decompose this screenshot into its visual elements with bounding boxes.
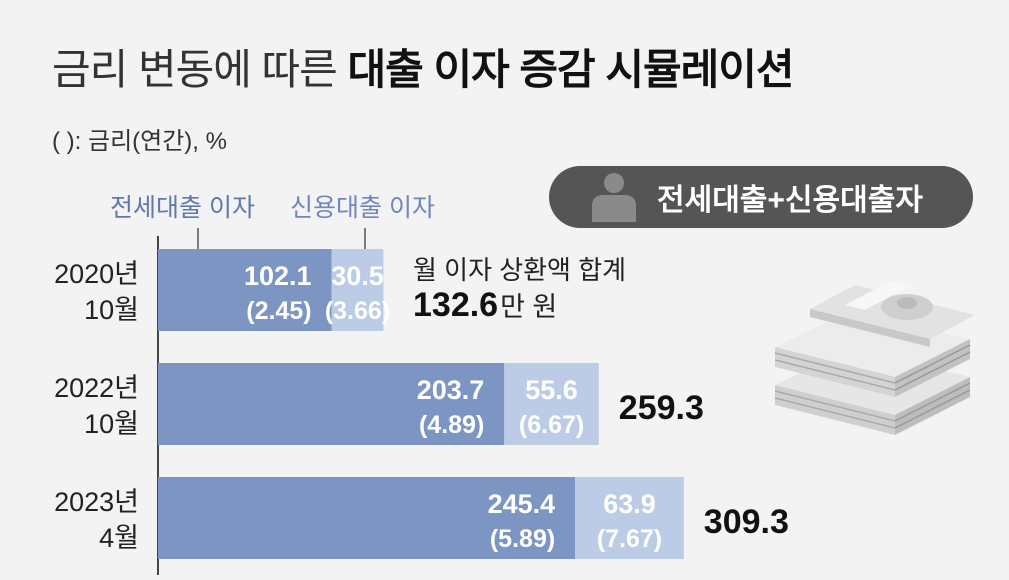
category-label-year: 2020년 (54, 259, 139, 289)
data-label-jeonse: 102.1 (244, 261, 312, 291)
data-label-jeonse: 203.7 (417, 375, 485, 405)
bar-jeonse (158, 477, 576, 559)
first-total-unit: 만 원 (500, 292, 558, 322)
rate-label-credit: (7.67) (597, 525, 662, 553)
first-total-value: 132.6 (413, 286, 499, 324)
unit-note: ( ): 금리(연간), % (52, 128, 227, 155)
rate-label-jeonse: (2.45) (246, 297, 311, 325)
total-label: 309.3 (704, 503, 789, 541)
title-light: 금리 변동에 따른 (52, 46, 338, 93)
bar-credit (575, 477, 684, 559)
category-label-month: 10월 (84, 409, 139, 439)
bar-credit (331, 249, 384, 331)
rate-label-credit: (3.66) (325, 297, 390, 325)
page-title: 금리 변동에 따른 대출 이자 증감 시뮬레이션 (52, 36, 795, 97)
rate-label-jeonse: (4.89) (419, 411, 484, 439)
data-label-jeonse: 245.4 (488, 489, 556, 519)
total-label: 259.3 (619, 389, 704, 427)
bar-credit (504, 363, 599, 445)
data-label-credit: 30.5 (331, 261, 384, 291)
category-label-month: 10월 (84, 295, 139, 325)
bar-jeonse (158, 249, 332, 331)
borrower-badge: 전세대출+신용대출자 (549, 166, 973, 228)
badge-label: 전세대출+신용대출자 (657, 184, 923, 217)
data-label-credit: 63.9 (603, 489, 656, 519)
rate-label-credit: (6.67) (519, 411, 584, 439)
legend-credit: 신용대출 이자 (290, 194, 435, 222)
first-total: 132.6만 원 (413, 285, 557, 325)
person-icon (579, 166, 649, 228)
legend-jeonse: 전세대출 이자 (110, 194, 255, 222)
title-bold: 대출 이자 증감 시뮬레이션 (347, 46, 795, 93)
rate-label-jeonse: (5.89) (490, 525, 555, 553)
money-stack-icon (765, 265, 980, 450)
bar-jeonse (158, 363, 505, 445)
category-label-year: 2023년 (54, 487, 139, 517)
category-label-month: 4월 (99, 523, 139, 553)
data-label-credit: 55.6 (525, 375, 578, 405)
category-label-year: 2022년 (54, 373, 139, 403)
sum-label: 월 이자 상환액 합계 (413, 255, 627, 285)
